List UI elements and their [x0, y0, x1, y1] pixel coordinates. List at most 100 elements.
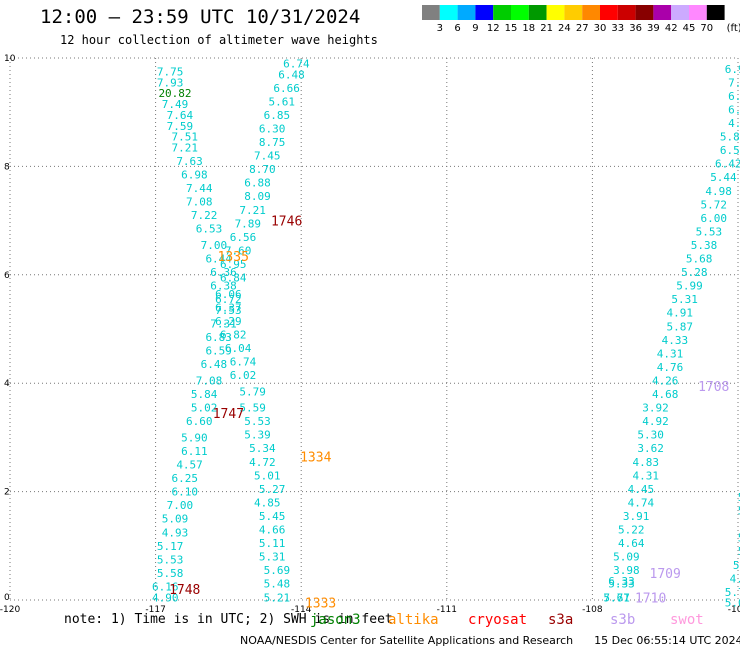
- colorbar-swatch: [546, 5, 565, 20]
- wave-height-reading: 7.22: [191, 209, 218, 222]
- wave-height-reading: 5.71: [603, 591, 630, 604]
- wave-height-reading: 6.25: [171, 472, 198, 485]
- colorbar-swatch: [706, 5, 725, 20]
- wave-height-reading: 6.48: [201, 358, 228, 371]
- legend-sat-swot: swot: [670, 612, 704, 628]
- pass-time-label: 1710: [635, 591, 666, 606]
- wave-height-reading: 4.64: [618, 537, 645, 550]
- wave-height-reading: 6.54: [720, 144, 740, 157]
- colorbar-unit: (ft): [727, 23, 740, 34]
- wave-height-reading: 7.67: [603, 591, 630, 604]
- wave-height-reading: 6.74: [230, 356, 257, 369]
- lat-tick-label: 10: [4, 54, 16, 64]
- wave-height-reading: 7.75: [157, 66, 184, 79]
- wave-height-reading: 5.53: [157, 553, 184, 566]
- wave-height-reading: 5.27: [259, 483, 286, 496]
- wave-height-reading: 5.1: [738, 532, 740, 545]
- wave-height-reading: 5.01: [725, 597, 740, 610]
- wave-height-reading: 5.59: [239, 402, 266, 415]
- wave-height-reading: 7.00: [167, 499, 194, 512]
- wave-height-reading: 5.22: [618, 524, 645, 537]
- colorbar-label: 6: [454, 23, 460, 34]
- lat-tick-label: 8: [4, 162, 10, 172]
- wave-height-reading: 7.53: [215, 304, 242, 317]
- wave-height-reading: 6.11: [181, 445, 208, 458]
- lon-tick-label: -108: [582, 605, 603, 615]
- wave-height-reading: 5.79: [239, 385, 266, 398]
- wave-height-reading: 6.36: [210, 266, 237, 279]
- wave-height-reading: 3.62: [637, 442, 664, 455]
- colorbar-label: 15: [505, 23, 518, 34]
- colorbar-label: 24: [558, 23, 571, 34]
- colorbar-label: 39: [647, 23, 660, 34]
- colorbar-label: 36: [629, 23, 642, 34]
- wave-height-reading: 5.17: [157, 540, 184, 553]
- colorbar-swatch: [689, 5, 707, 20]
- wave-height-reading: 5.87: [667, 320, 694, 333]
- wave-height-reading: 4.66: [259, 524, 286, 537]
- colorbar-swatch: [422, 5, 440, 20]
- wave-height-reading: 20.82: [158, 87, 191, 100]
- wave-height-reading: 6.33: [608, 575, 635, 588]
- units-note: note: 1) Time is in UTC; 2) SWH is in fe…: [64, 612, 393, 627]
- wave-height-reading: 8.70: [249, 163, 276, 176]
- legend-sat-jason3: jason3: [310, 612, 361, 628]
- colorbar-label: 45: [683, 23, 696, 34]
- wave-height-reading: 5.68: [686, 253, 713, 266]
- colorbar-label: 30: [594, 23, 607, 34]
- wave-height-reading: 5.45: [259, 510, 286, 523]
- wave-height-reading: 4.90: [152, 591, 179, 604]
- wave-height-reading: 4.93: [162, 526, 189, 539]
- colorbar-swatch: [457, 5, 476, 20]
- wave-height-reading: 6.98: [181, 169, 208, 182]
- wave-height-reading: 4.26: [652, 374, 679, 387]
- wave-height-reading: 4.45: [628, 483, 655, 496]
- wave-height-reading: 7.64: [167, 109, 194, 122]
- colorbar-label: 3: [437, 23, 443, 34]
- wave-height-reading: 7.60: [225, 244, 252, 257]
- colorbar-swatch: [582, 5, 600, 20]
- wave-height-reading: 7.63: [176, 155, 203, 168]
- wave-height-reading: 5.72: [700, 198, 727, 211]
- pass-time-label: 1335: [218, 250, 249, 265]
- wave-height-reading: 6.60: [186, 415, 213, 428]
- legend-sat-altika: altika: [388, 612, 439, 628]
- wave-height-reading: 7.51: [171, 131, 198, 144]
- wave-height-reading: 7.89: [235, 217, 262, 230]
- wave-height-reading: 5.8: [733, 559, 740, 572]
- wave-height-reading: 4.83: [633, 456, 660, 469]
- wave-height-reading: 5.99: [676, 280, 703, 293]
- lon-tick-label: -105: [728, 605, 740, 615]
- wave-height-reading: 4.85: [254, 496, 281, 509]
- wave-height-reading: 4.8: [728, 117, 740, 130]
- wave-height-reading: 4.68: [652, 388, 679, 401]
- wave-height-reading: 5.01: [254, 469, 281, 482]
- wave-height-reading: 6.5: [728, 103, 740, 116]
- wave-height-reading: 4.92: [642, 415, 669, 428]
- wave-height-reading: 6.93: [725, 63, 740, 76]
- wave-height-reading: 7.93: [157, 76, 184, 89]
- wave-height-reading: 6.72: [215, 293, 242, 306]
- wave-height-reading: 6.44: [205, 253, 232, 266]
- wave-height-reading: 7.21: [239, 204, 266, 217]
- lon-tick-label: -120: [0, 605, 20, 615]
- colorbar-label: 21: [540, 23, 553, 34]
- footer-timestamp: 15 Dec 06:55:14 UTC 2024: [594, 634, 740, 647]
- wave-height-reading: 4.57: [176, 459, 203, 472]
- wave-height-reading: 5.33: [608, 578, 635, 591]
- pass-time-label: 1747: [213, 407, 244, 422]
- pass-time-label: 1333: [305, 597, 336, 612]
- wave-height-reading: 5.84: [191, 388, 218, 401]
- colorbar-swatch: [671, 5, 689, 20]
- wave-height-reading: 5.34: [249, 442, 276, 455]
- wave-height-reading: 5.4: [738, 505, 740, 518]
- colorbar-label: 9: [472, 23, 478, 34]
- lon-tick-label: -111: [437, 605, 457, 615]
- wave-height-reading: 7.45: [254, 150, 281, 163]
- wave-height-reading: 6.53: [196, 223, 223, 236]
- lat-tick-label: 4: [4, 379, 10, 389]
- wave-height-reading: 4.31: [657, 347, 684, 360]
- wave-height-reading: 8.09: [244, 190, 271, 203]
- colorbar-label: 42: [665, 23, 678, 34]
